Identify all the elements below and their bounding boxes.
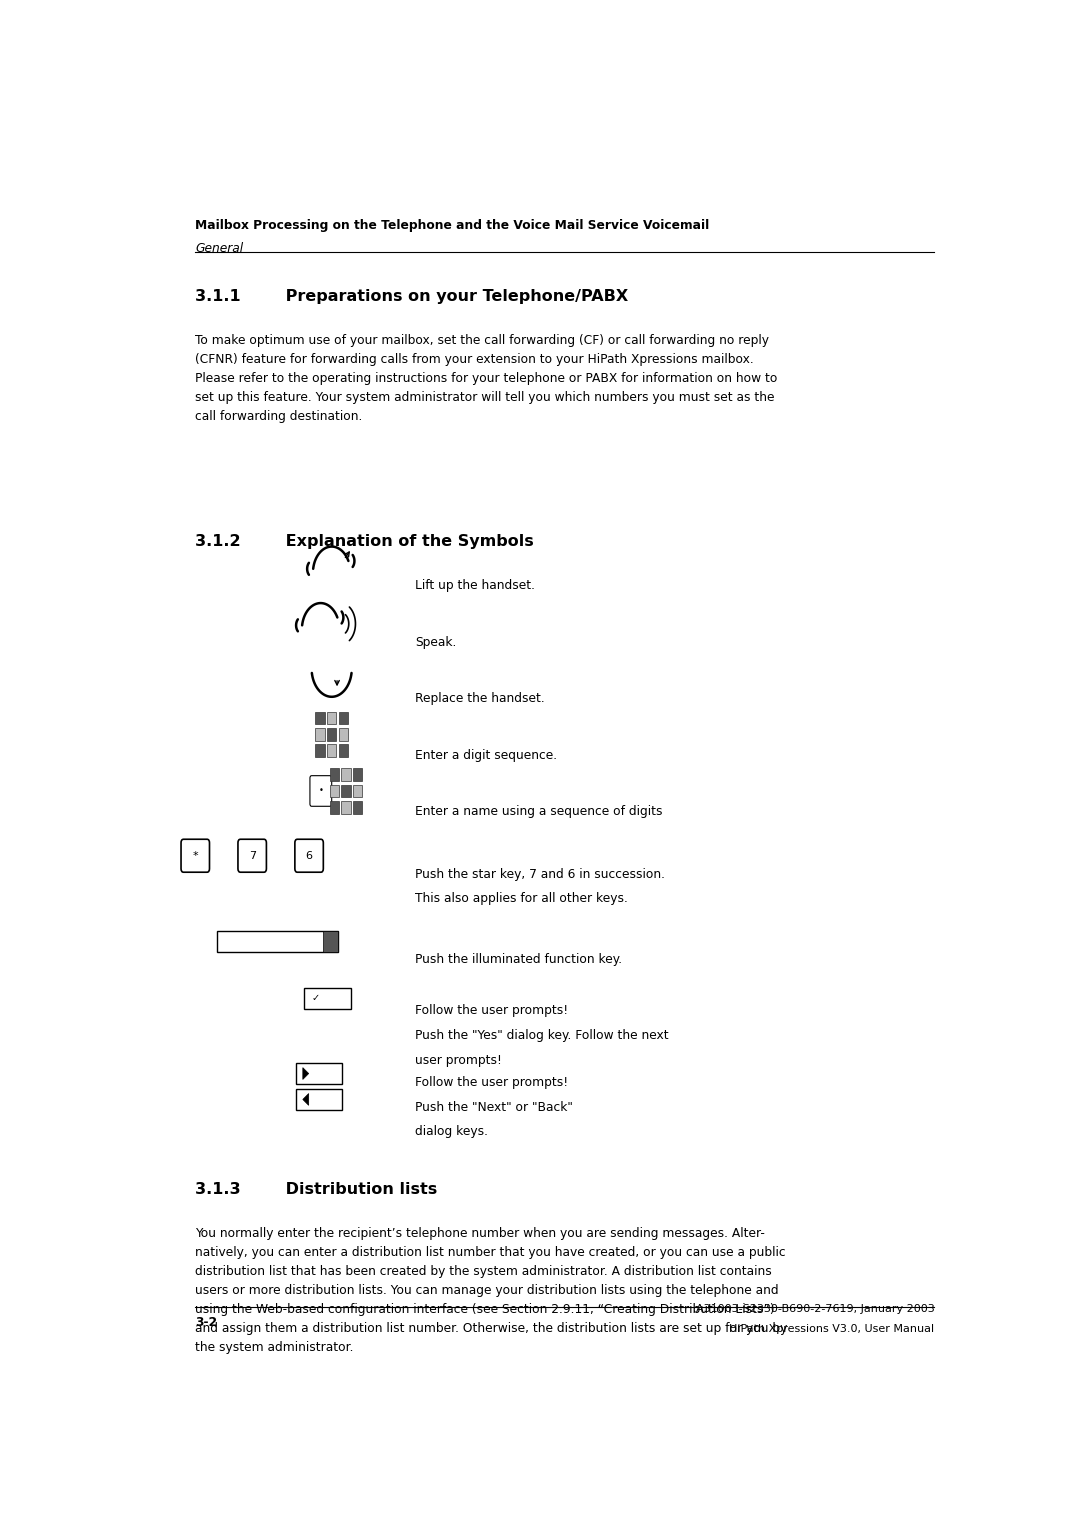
- Text: dialog keys.: dialog keys.: [416, 1125, 488, 1139]
- Bar: [353, 768, 362, 781]
- Text: Follow the user prompts!: Follow the user prompts!: [416, 1005, 568, 1017]
- FancyBboxPatch shape: [295, 839, 323, 872]
- Bar: [323, 931, 338, 953]
- Bar: [329, 768, 339, 781]
- Bar: [296, 1063, 342, 1084]
- Bar: [341, 784, 351, 798]
- Bar: [305, 988, 351, 1009]
- Bar: [315, 728, 325, 742]
- Text: user prompts!: user prompts!: [416, 1053, 502, 1067]
- Text: 3.1.1        Preparations on your Telephone/PABX: 3.1.1 Preparations on your Telephone/PAB…: [195, 289, 629, 304]
- Text: HiPath Xpressions V3.0, User Manual: HiPath Xpressions V3.0, User Manual: [729, 1324, 934, 1335]
- Bar: [327, 711, 336, 725]
- FancyBboxPatch shape: [238, 839, 267, 872]
- Text: *: *: [192, 850, 198, 861]
- FancyBboxPatch shape: [181, 839, 210, 872]
- Bar: [296, 1089, 342, 1110]
- Bar: [341, 768, 351, 781]
- Text: 3-2: 3-2: [195, 1316, 217, 1329]
- Bar: [327, 745, 336, 757]
- Bar: [329, 784, 339, 798]
- Text: 3.1.3        Distribution lists: 3.1.3 Distribution lists: [195, 1182, 437, 1197]
- Bar: [339, 728, 348, 742]
- Text: Lift up the handset.: Lift up the handset.: [416, 579, 536, 592]
- Text: •: •: [319, 786, 323, 795]
- Text: Speak.: Speak.: [416, 636, 457, 648]
- Text: 6: 6: [306, 850, 312, 861]
- Bar: [217, 931, 338, 953]
- Text: Replace the handset.: Replace the handset.: [416, 693, 545, 705]
- Bar: [341, 801, 351, 813]
- Text: 3.1.2        Explanation of the Symbols: 3.1.2 Explanation of the Symbols: [195, 534, 534, 549]
- Text: Push the star key, 7 and 6 in succession.: Push the star key, 7 and 6 in succession…: [416, 867, 665, 881]
- Text: 7: 7: [248, 850, 256, 861]
- Text: Push the "Yes" dialog key. Follow the next: Push the "Yes" dialog key. Follow the ne…: [416, 1029, 669, 1041]
- Bar: [329, 801, 339, 813]
- Text: You normally enter the recipient’s telephone number when you are sending message: You normally enter the recipient’s telep…: [195, 1226, 787, 1353]
- Text: General: General: [195, 242, 243, 255]
- Bar: [353, 784, 362, 798]
- Polygon shape: [302, 1067, 309, 1079]
- Text: Enter a digit sequence.: Enter a digit sequence.: [416, 749, 557, 761]
- Text: Mailbox Processing on the Telephone and the Voice Mail Service Voicemail: Mailbox Processing on the Telephone and …: [195, 219, 710, 232]
- Text: Enter a name using a sequence of digits: Enter a name using a sequence of digits: [416, 806, 663, 818]
- Text: Push the illuminated function key.: Push the illuminated function key.: [416, 954, 622, 966]
- Polygon shape: [302, 1093, 309, 1105]
- Bar: [339, 711, 348, 725]
- Text: A31003-S2330-B690-2-7619, January 2003: A31003-S2330-B690-2-7619, January 2003: [696, 1304, 934, 1315]
- Bar: [353, 801, 362, 813]
- Bar: [315, 745, 325, 757]
- Bar: [327, 728, 336, 742]
- Bar: [339, 745, 348, 757]
- FancyBboxPatch shape: [310, 775, 332, 806]
- Bar: [315, 711, 325, 725]
- Text: This also applies for all other keys.: This also applies for all other keys.: [416, 893, 629, 905]
- Text: To make optimum use of your mailbox, set the call forwarding (CF) or call forwar: To make optimum use of your mailbox, set…: [195, 335, 778, 424]
- Text: Follow the user prompts!: Follow the user prompts!: [416, 1076, 568, 1089]
- Text: ✓: ✓: [311, 994, 320, 1003]
- Text: Push the "Next" or "Back": Push the "Next" or "Back": [416, 1101, 573, 1113]
